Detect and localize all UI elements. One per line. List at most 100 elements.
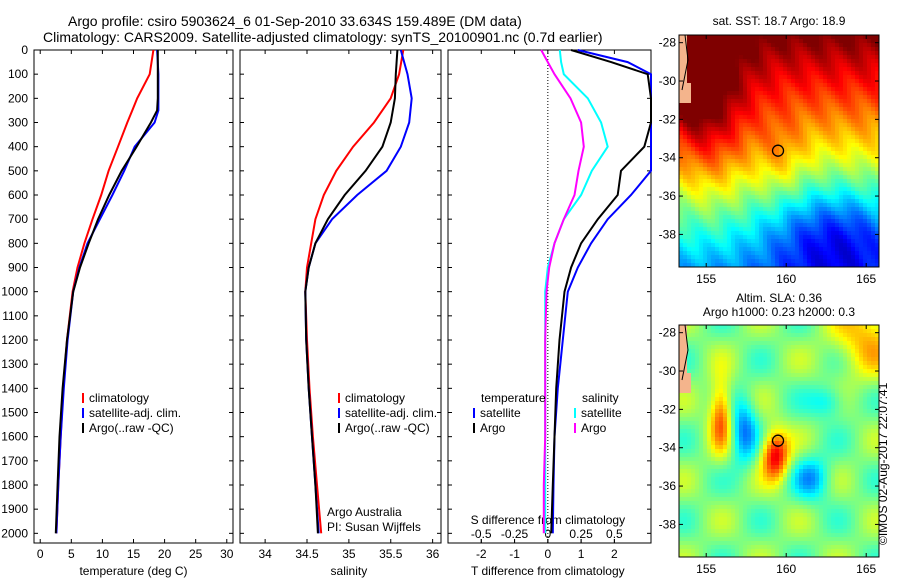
- heatmap-cell: [811, 63, 815, 67]
- heatmap-cell: [711, 417, 715, 421]
- heatmap-cell: [863, 151, 867, 155]
- heatmap-cell: [787, 55, 791, 59]
- heatmap-cell: [803, 91, 807, 95]
- heatmap-cell: [835, 71, 839, 75]
- heatmap-cell: [759, 39, 763, 43]
- heatmap-cell: [783, 163, 787, 167]
- heatmap-cell: [687, 247, 691, 251]
- heatmap-cell: [819, 55, 823, 59]
- heatmap-cell: [815, 143, 819, 147]
- heatmap-cell: [703, 231, 707, 235]
- heatmap-cell: [855, 131, 859, 135]
- heatmap-cell: [699, 131, 703, 135]
- heatmap-cell: [783, 155, 787, 159]
- heatmap-cell: [703, 223, 707, 227]
- heatmap-cell: [859, 63, 863, 67]
- heatmap-cell: [695, 501, 699, 505]
- heatmap-cell: [815, 183, 819, 187]
- heatmap-cell: [683, 517, 687, 521]
- heatmap-cell: [751, 87, 755, 91]
- heatmap-cell: [811, 111, 815, 115]
- heatmap-cell: [679, 405, 683, 409]
- heatmap-cell: [703, 207, 707, 211]
- heatmap-cell: [691, 465, 695, 469]
- heatmap-cell: [855, 111, 859, 115]
- heatmap-cell: [719, 401, 723, 405]
- heatmap-cell: [723, 35, 727, 39]
- heatmap-cell: [723, 239, 727, 243]
- heatmap-cell: [743, 345, 747, 349]
- heatmap-cell: [719, 501, 723, 505]
- heatmap-cell: [731, 151, 735, 155]
- heatmap-cell: [719, 337, 723, 341]
- heatmap-cell: [679, 373, 683, 377]
- heatmap-cell: [679, 215, 683, 219]
- heatmap-cell: [791, 353, 795, 357]
- heatmap-cell: [715, 405, 719, 409]
- heatmap-cell: [795, 47, 799, 51]
- heatmap-cell: [767, 385, 771, 389]
- heatmap-cell: [723, 63, 727, 67]
- heatmap-cell: [871, 203, 875, 207]
- heatmap-cell: [707, 493, 711, 497]
- heatmap-cell: [695, 127, 699, 131]
- heatmap-cell: [691, 373, 695, 377]
- heatmap-cell: [719, 87, 723, 91]
- heatmap-cell: [699, 171, 703, 175]
- heatmap-cell: [691, 243, 695, 247]
- heatmap-cell: [779, 545, 783, 549]
- heatmap-cell: [827, 67, 831, 71]
- heatmap-cell: [791, 231, 795, 235]
- heatmap-cell: [731, 51, 735, 55]
- heatmap-cell: [827, 235, 831, 239]
- heatmap-cell: [787, 357, 791, 361]
- heatmap-cell: [707, 187, 711, 191]
- heatmap-cell: [695, 247, 699, 251]
- heatmap-cell: [715, 489, 719, 493]
- heatmap-cell: [771, 493, 775, 497]
- heatmap-cell: [835, 219, 839, 223]
- heatmap-cell: [747, 71, 751, 75]
- heatmap-cell: [703, 131, 707, 135]
- heatmap-cell: [791, 171, 795, 175]
- heatmap-cell: [811, 199, 815, 203]
- heatmap-cell: [707, 227, 711, 231]
- heatmap-cell: [715, 541, 719, 545]
- heatmap-cell: [791, 497, 795, 501]
- heatmap-cell: [755, 441, 759, 445]
- heatmap-cell: [715, 251, 719, 255]
- heatmap-cell: [763, 357, 767, 361]
- heatmap-cell: [763, 485, 767, 489]
- heatmap-cell: [691, 381, 695, 385]
- heatmap-cell: [831, 207, 835, 211]
- heatmap-cell: [875, 119, 879, 123]
- heatmap-cell: [871, 143, 875, 147]
- heatmap-cell: [771, 111, 775, 115]
- heatmap-cell: [683, 529, 687, 533]
- heatmap-cell: [735, 457, 739, 461]
- heatmap-cell: [823, 107, 827, 111]
- heatmap-cell: [715, 393, 719, 397]
- heatmap-cell: [799, 333, 803, 337]
- heatmap-cell: [695, 163, 699, 167]
- heatmap-cell: [763, 413, 767, 417]
- heatmap-cell: [791, 329, 795, 333]
- heatmap-cell: [823, 131, 827, 135]
- heatmap-cell: [775, 385, 779, 389]
- heatmap-cell: [779, 115, 783, 119]
- heatmap-cell: [687, 541, 691, 545]
- heatmap-cell: [751, 433, 755, 437]
- heatmap-cell: [811, 75, 815, 79]
- heatmap-cell: [715, 469, 719, 473]
- heatmap-cell: [851, 131, 855, 135]
- heatmap-cell: [679, 143, 683, 147]
- heatmap-cell: [711, 489, 715, 493]
- heatmap-cell: [783, 465, 787, 469]
- heatmap-cell: [807, 147, 811, 151]
- heatmap-cell: [787, 497, 791, 501]
- heatmap-cell: [807, 159, 811, 163]
- heatmap-cell: [771, 369, 775, 373]
- heatmap-cell: [691, 369, 695, 373]
- heatmap-cell: [699, 525, 703, 529]
- heatmap-cell: [763, 143, 767, 147]
